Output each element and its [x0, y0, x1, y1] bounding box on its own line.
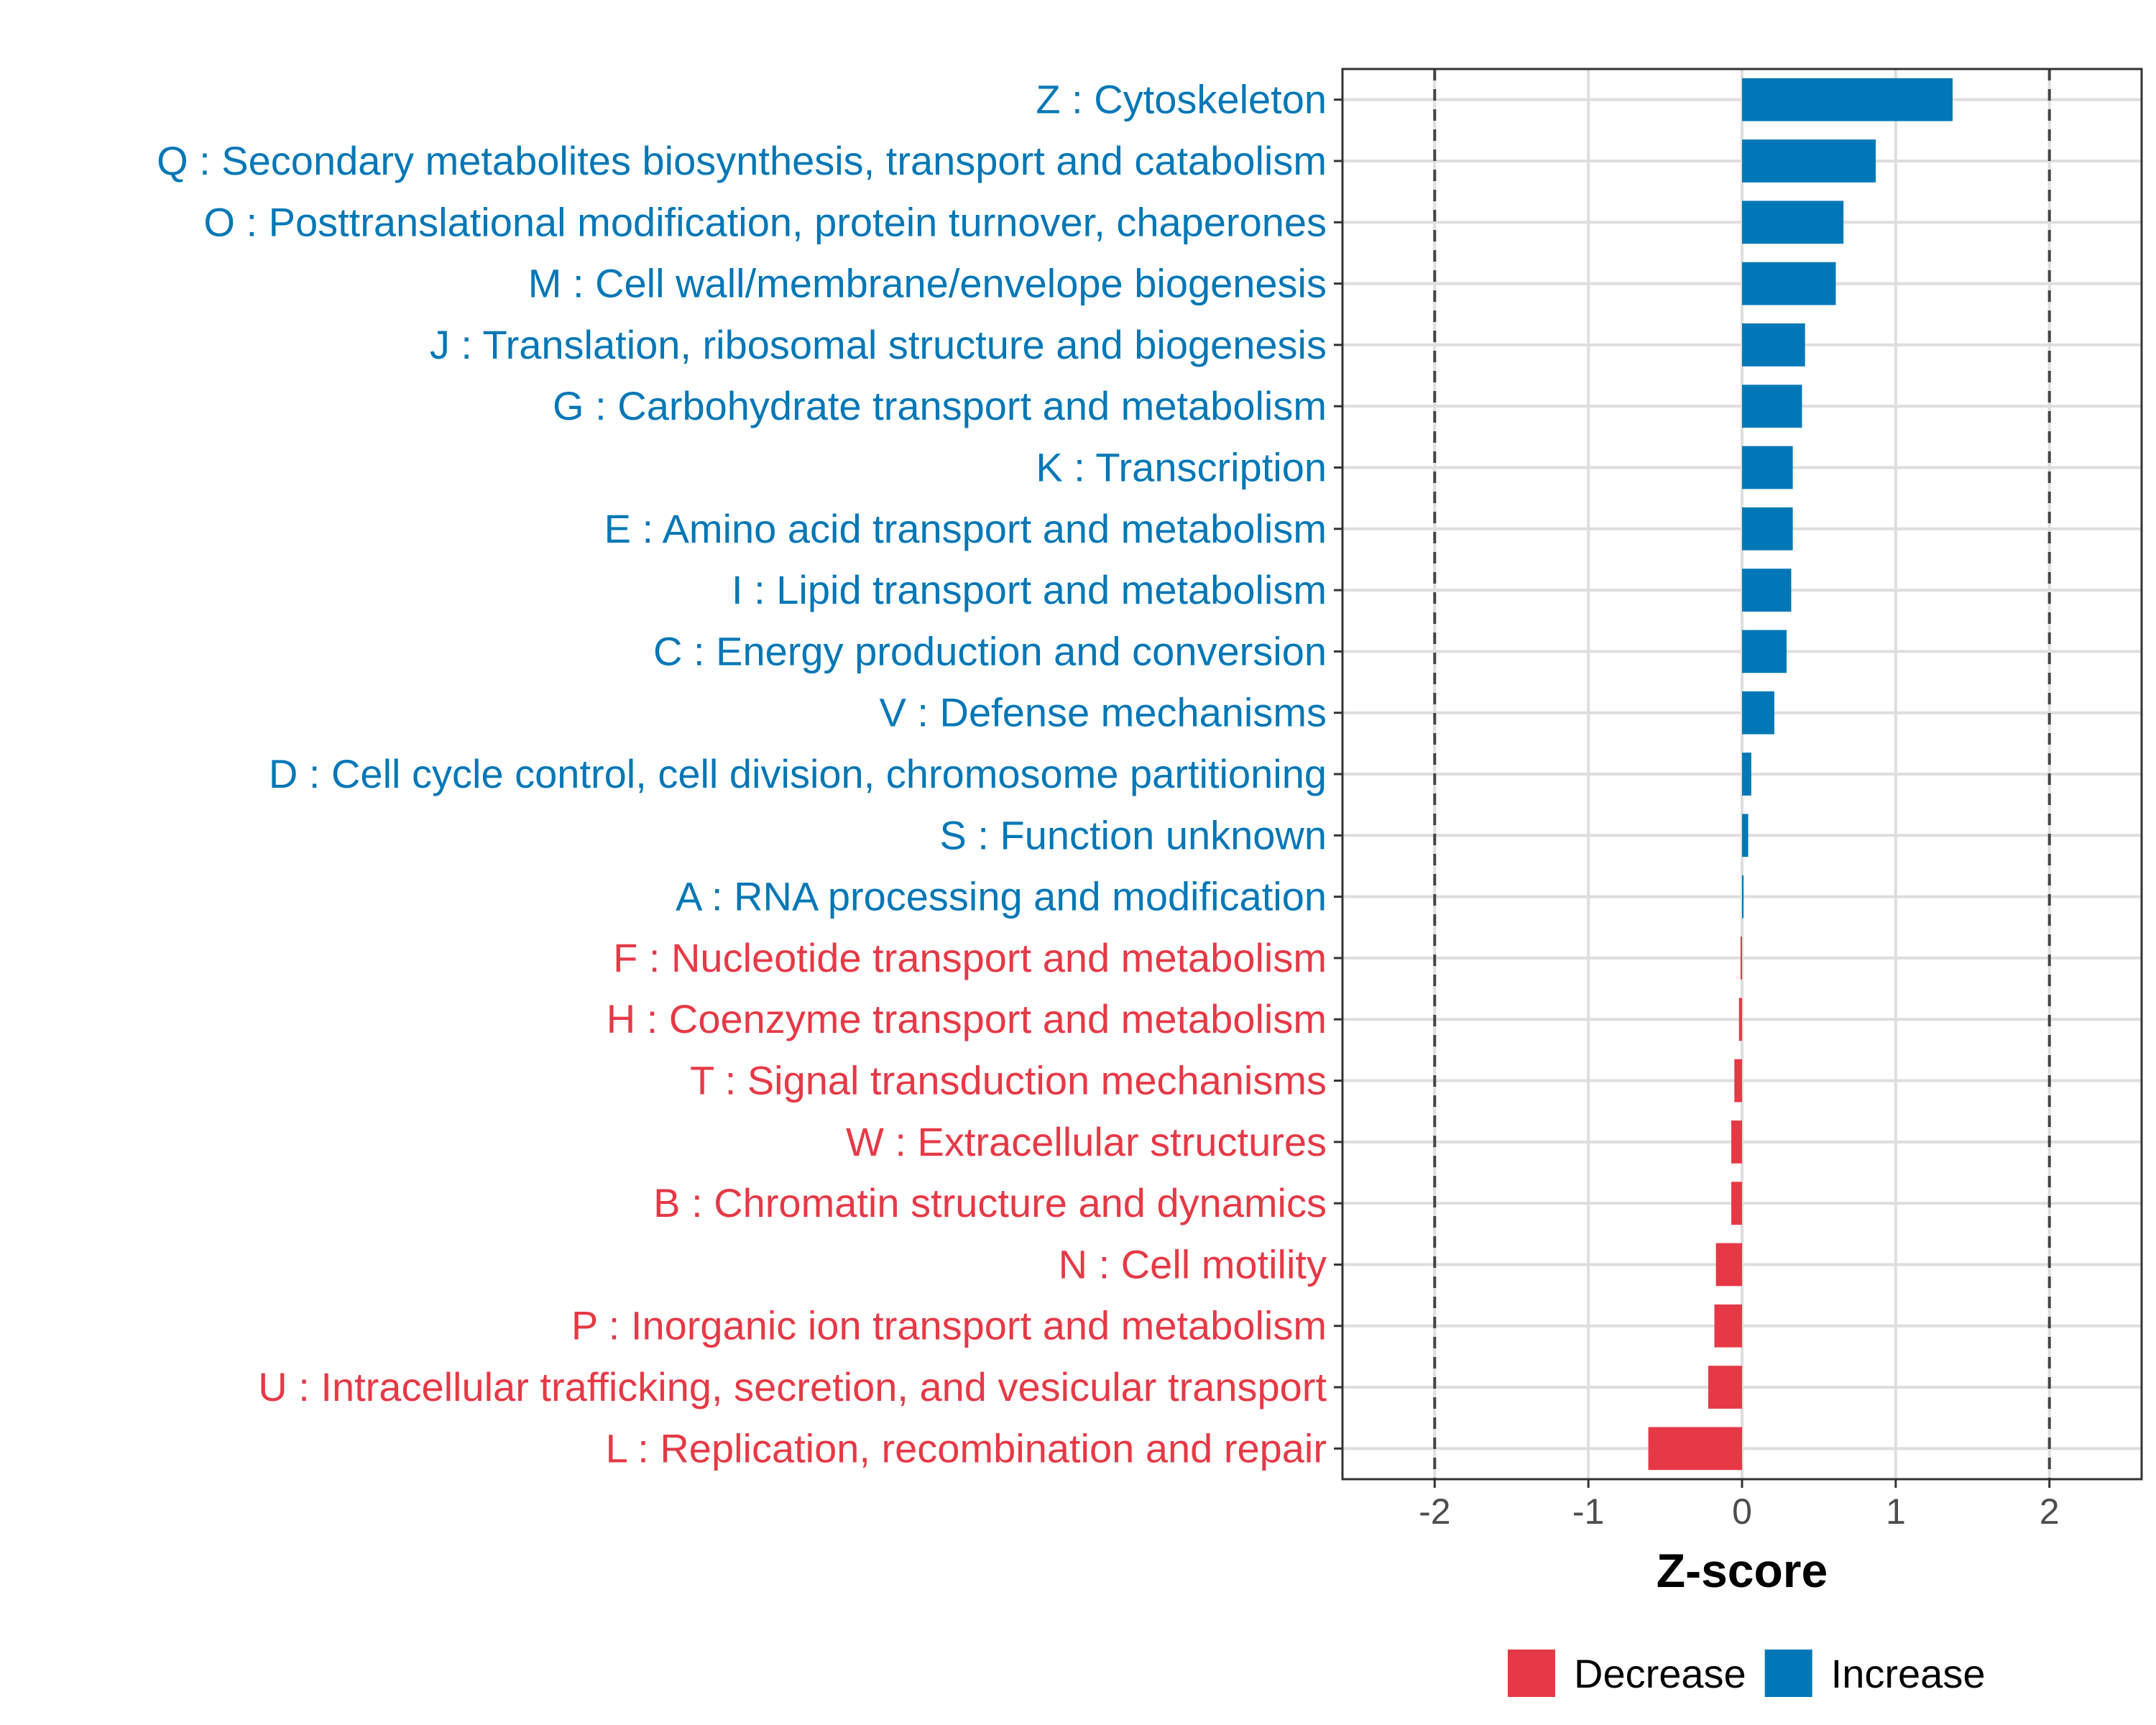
bar: [1742, 262, 1836, 305]
bar: [1742, 875, 1744, 919]
legend: Decrease Increase: [1508, 1650, 1985, 1697]
category-label: U : Intracellular trafficking, secretion…: [258, 1364, 1327, 1409]
category-label: K : Transcription: [1036, 444, 1327, 489]
bar: [1734, 1059, 1742, 1103]
bar: [1742, 201, 1844, 244]
bar: [1742, 78, 1953, 121]
category-labels: Z : Cytoskeleton Q : Secondary metabolite…: [157, 77, 1327, 1471]
category-label: C : Energy production and conversion: [653, 628, 1327, 673]
bar: [1742, 385, 1802, 428]
bar: [1742, 569, 1792, 612]
category-label: I : Lipid transport and metabolism: [732, 567, 1327, 612]
category-label: S : Function unknown: [939, 812, 1327, 857]
category-label: M : Cell wall/membrane/envelope biogenes…: [528, 261, 1327, 306]
bar: [1742, 753, 1751, 796]
legend-label-decrease: Decrease: [1574, 1651, 1746, 1696]
bar: [1714, 1304, 1742, 1348]
x-tick-label: 0: [1732, 1491, 1752, 1532]
category-label: N : Cell motility: [1059, 1241, 1327, 1287]
bar: [1742, 139, 1876, 183]
category-label: O : Posttranslational modification, prot…: [203, 199, 1327, 244]
x-tick-label: 2: [2040, 1491, 2060, 1532]
x-tick-label: -2: [1419, 1491, 1450, 1532]
category-label: B : Chromatin structure and dynamics: [653, 1180, 1327, 1225]
x-tick-label: 1: [1886, 1491, 1906, 1532]
category-label: Z : Cytoskeleton: [1036, 77, 1327, 122]
category-label: J : Translation, ribosomal structure and…: [430, 322, 1327, 367]
x-tick-label: -1: [1572, 1491, 1604, 1532]
bar: [1731, 1182, 1742, 1225]
category-label: H : Coenzyme transport and metabolism: [607, 996, 1327, 1041]
category-label: P : Inorganic ion transport and metaboli…: [571, 1303, 1327, 1348]
legend-swatch-increase: [1764, 1650, 1812, 1697]
category-label: L : Replication, recombination and repai…: [606, 1425, 1327, 1471]
bar: [1648, 1427, 1742, 1471]
category-label: W : Extracellular structures: [846, 1119, 1327, 1164]
legend-swatch-decrease: [1508, 1650, 1555, 1697]
bar: [1742, 630, 1787, 673]
bar: [1742, 691, 1774, 735]
bar: [1742, 446, 1793, 489]
y-axis-ticks: [1334, 98, 1342, 1450]
category-label: E : Amino acid transport and metabolism: [604, 506, 1327, 551]
category-label: G : Carbohydrate transport and metabolis…: [553, 383, 1327, 428]
category-label: D : Cell cycle control, cell division, c…: [269, 751, 1327, 796]
category-label: A : RNA processing and modification: [676, 874, 1327, 919]
bar: [1738, 998, 1742, 1041]
bar: [1742, 814, 1749, 857]
category-label: Q : Secondary metabolites biosynthesis, …: [157, 138, 1327, 183]
x-axis-title: Z-score: [1657, 1544, 1828, 1597]
bar: [1715, 1243, 1742, 1287]
bar: [1740, 937, 1742, 980]
bars: [1648, 78, 1953, 1471]
bar: [1742, 323, 1805, 367]
reference-lines: [1433, 69, 2051, 1479]
legend-label-increase: Increase: [1831, 1651, 1986, 1696]
bar: [1731, 1120, 1742, 1164]
category-label: F : Nucleotide transport and metabolism: [613, 935, 1327, 980]
bar: [1708, 1366, 1742, 1409]
category-label: T : Signal transduction mechanisms: [690, 1058, 1327, 1103]
category-label: V : Defense mechanisms: [880, 690, 1327, 735]
x-axis-ticks: -2 -1 0 1 2: [1419, 1479, 2060, 1532]
bar: [1742, 507, 1793, 551]
